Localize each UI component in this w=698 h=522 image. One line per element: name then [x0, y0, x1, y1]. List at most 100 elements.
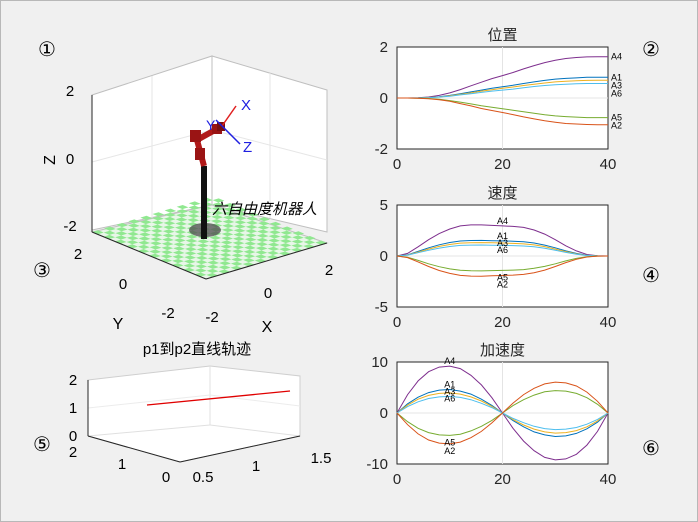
floor-check-cell [222, 223, 235, 228]
floor-check-cell [161, 245, 174, 251]
floor-check-cell [223, 207, 236, 212]
floor-check-cell [257, 229, 269, 234]
floor-check-cell [196, 251, 209, 256]
floor-check-cell [139, 224, 152, 229]
robot-name-label: 六自由度机器人 [212, 201, 317, 218]
floor-check-cell [256, 237, 269, 243]
floor-check-cell [114, 239, 127, 244]
floor-check-cell [176, 213, 188, 218]
robot-joint-1 [195, 148, 205, 160]
floor-check-cell [171, 263, 184, 268]
floor-check-cell [188, 205, 201, 210]
floor-check-cell [163, 221, 176, 226]
y-tick-label: 0 [380, 248, 388, 265]
series-label: A4 [497, 216, 508, 226]
floor-check-cell [196, 255, 208, 261]
floor-check-cell [219, 261, 231, 266]
chart-title: 加速度 [480, 342, 525, 359]
floor-check-cell [186, 234, 198, 239]
floor-check-cell [212, 198, 225, 203]
floor-check-cell [292, 231, 305, 236]
floor-check-cell [183, 259, 196, 264]
floor-check-cell [140, 219, 152, 225]
robot-x-tick: 2 [325, 262, 333, 279]
floor-check-cell [269, 221, 282, 226]
floor-check-cell [268, 238, 280, 243]
floor-check-cell [292, 235, 304, 240]
floor-check-cell [195, 264, 208, 269]
floor-check-cell [208, 248, 221, 253]
series-line-a1 [396, 239, 609, 257]
floor-check-cell [151, 220, 164, 225]
floor-check-cell [127, 227, 140, 232]
floor-check-cell [280, 234, 293, 239]
floor-check-cell [219, 252, 232, 257]
series-label: A1 [444, 380, 455, 390]
series-line-a3 [396, 242, 609, 257]
floor-check-cell [210, 219, 223, 224]
floor-check-cell [221, 227, 234, 233]
floor-check-cell [231, 249, 244, 254]
robot-joint-2 [190, 130, 201, 142]
floor-check-cell [258, 217, 270, 222]
floor-check-cell [174, 234, 186, 239]
floor-check-cell [164, 208, 177, 213]
panel-label-1: ① [38, 39, 56, 61]
floor-check-cell [280, 230, 293, 235]
floor-check-cell [244, 245, 256, 250]
floor-check-cell [137, 244, 150, 249]
floor-check-cell [211, 206, 224, 211]
floor-check-cell [138, 240, 151, 245]
floor-check-cell [160, 254, 173, 259]
floor-check-cell [243, 253, 256, 259]
robot-3d-view: 2 0 -2 Z 2 0 -2 Y -2 0 2 X X Y Z 六自由度机器人 [42, 55, 333, 336]
floor-check-cell [115, 227, 128, 232]
floor-check-cell [150, 241, 162, 246]
floor-check-cell [176, 205, 189, 210]
trajectory-z-tick: 0 [69, 428, 77, 445]
floor-check-cell [220, 240, 233, 245]
floor-check-cell [163, 216, 176, 222]
floor-check-cell [246, 220, 258, 225]
series-label: A5 [497, 272, 508, 282]
trajectory-x-axis-line [179, 435, 301, 463]
floor-check-cell [174, 229, 187, 235]
frame-z-axis [221, 125, 241, 145]
floor-check-cell [173, 238, 186, 243]
floor-check-cell [160, 258, 173, 263]
panel-label-3: ③ [33, 260, 51, 282]
x-tick-label: 20 [494, 156, 511, 173]
series-line-a2 [397, 97, 608, 126]
floor-check-cell [206, 268, 219, 274]
x-tick-label: 20 [494, 314, 511, 331]
floor-check-cell [220, 244, 233, 249]
floor-check-cell [163, 225, 175, 230]
floor-check-cell [244, 241, 257, 246]
trajectory-floor-edge-1 [87, 424, 211, 437]
floor-check-cell [187, 218, 200, 223]
floor-check-cell [267, 242, 280, 247]
robot-wrist [217, 122, 225, 131]
floor-check-cell [150, 237, 163, 242]
chart-title: 位置 [487, 27, 517, 44]
y-tick-label: -10 [366, 456, 388, 473]
floor-check-cell [162, 237, 174, 242]
series-line-a5 [396, 255, 609, 272]
trajectory-floor-edge-2 [209, 424, 301, 437]
floor-check-cell [224, 203, 236, 208]
floor-check-cell [281, 226, 293, 231]
floor-check-cell [233, 236, 245, 241]
robot-z-axis-label: Z [42, 155, 59, 165]
panel-label-4: ④ [642, 265, 660, 287]
trajectory-y-tick: 2 [69, 444, 77, 461]
series-label: A1 [497, 231, 508, 241]
floor-check-cell [269, 226, 282, 231]
trajectory-x-tick: 0.5 [193, 469, 214, 486]
floor-check-cell [233, 228, 246, 233]
robot-y-tick: -2 [161, 305, 174, 322]
floor-check-cell [197, 243, 209, 248]
floor-check-cell [245, 233, 257, 238]
series-label: A1 [611, 72, 622, 82]
floor-check-cell [127, 231, 139, 236]
